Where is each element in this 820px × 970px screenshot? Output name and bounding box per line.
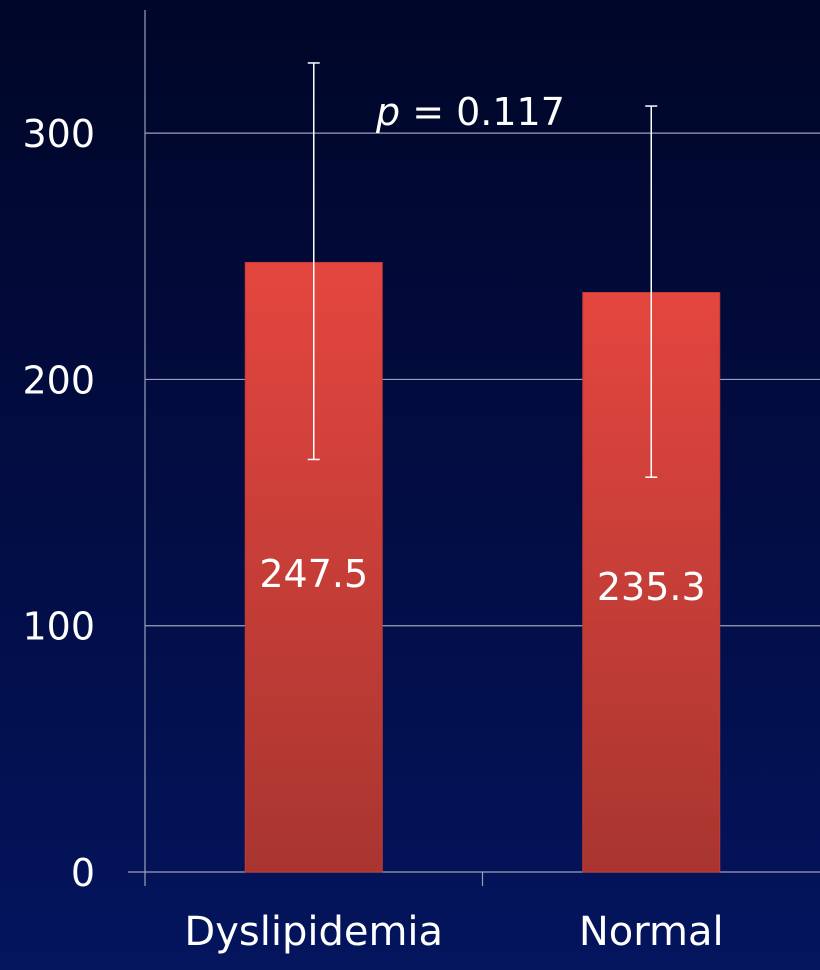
x-tick-label: Normal	[579, 909, 724, 955]
y-tick-label: 300	[22, 112, 95, 156]
error-bars	[307, 62, 658, 478]
data-label: 247.5	[259, 552, 368, 596]
y-tick-label: 200	[22, 358, 95, 402]
x-tick-label: Dyslipidemia	[184, 909, 443, 955]
p-symbol: p	[375, 90, 400, 134]
p-value-annotation: p = 0.117	[375, 90, 565, 134]
p-value-text: = 0.117	[400, 90, 565, 134]
y-tick-label: 0	[71, 851, 95, 895]
labels: 0 100 200 300 247.5 Dyslipidemia 235.3 Normal	[22, 112, 723, 955]
y-tick-label: 100	[22, 605, 95, 649]
data-label: 235.3	[597, 565, 706, 609]
